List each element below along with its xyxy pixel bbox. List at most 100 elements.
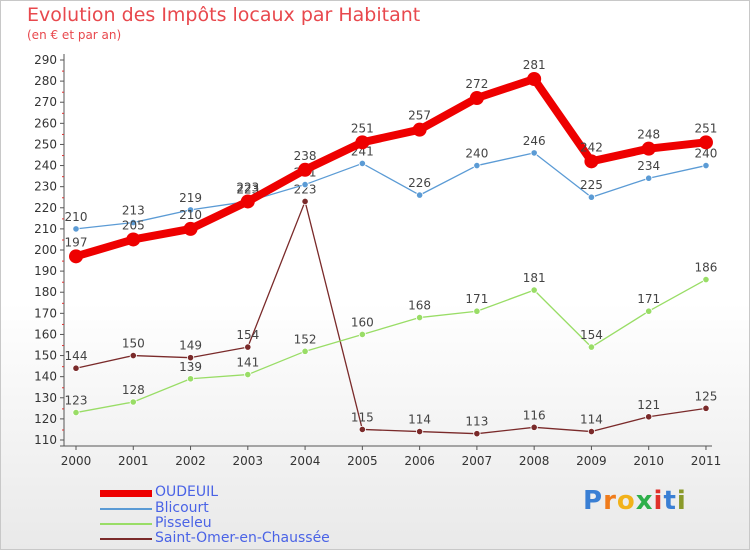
- data-label: 225: [580, 178, 603, 192]
- y-tick-label: 290: [34, 53, 57, 67]
- y-tick-label: 230: [34, 180, 57, 194]
- data-label: 251: [695, 121, 718, 135]
- series-line-pisseleu: [75, 278, 707, 414]
- data-point: [702, 404, 710, 412]
- data-point: [645, 307, 653, 315]
- data-label: 246: [523, 134, 546, 148]
- data-label: 113: [465, 415, 488, 429]
- y-tick-label: 110: [34, 433, 57, 447]
- y-tick-label: 130: [34, 391, 57, 405]
- legend-swatch-pisseleu: [100, 523, 152, 525]
- data-label: 154: [580, 328, 603, 342]
- data-point: [358, 425, 366, 434]
- data-label: 114: [580, 413, 603, 427]
- data-point: [301, 197, 309, 206]
- y-tick-label: 270: [34, 95, 57, 109]
- series-line-saint-omer-en-chauss-e: [75, 200, 707, 435]
- chart-title: Evolution des Impôts locaux par Habitant: [27, 4, 421, 26]
- y-tick-label: 150: [34, 349, 57, 363]
- data-point: [358, 159, 366, 168]
- x-tick-label: 2010: [633, 454, 664, 468]
- data-point: [702, 275, 710, 284]
- data-label: 115: [351, 410, 374, 424]
- legend-label-pisseleu: Pisseleu: [155, 515, 212, 531]
- series-line-oudeuil: [74, 75, 707, 261]
- logo-letter: x: [635, 486, 654, 516]
- logo-letter: i: [653, 486, 664, 516]
- data-point: [301, 347, 309, 355]
- data-label: 248: [637, 128, 660, 142]
- data-point: [473, 161, 481, 170]
- data-label: 205: [122, 218, 145, 232]
- y-tick-label: 170: [34, 306, 57, 320]
- data-point: [72, 225, 80, 233]
- data-point: [72, 408, 80, 417]
- data-point: [587, 193, 596, 201]
- y-tick-label: 240: [34, 159, 57, 173]
- data-label: 238: [294, 149, 317, 163]
- data-label: 154: [236, 328, 259, 342]
- y-tick-label: 280: [34, 74, 57, 88]
- data-point: [129, 398, 137, 406]
- x-tick-label: 2000: [61, 454, 92, 468]
- data-label: 234: [637, 159, 660, 173]
- data-label: 181: [523, 271, 546, 285]
- logo-letter: t: [663, 486, 677, 516]
- y-tick-label: 160: [34, 327, 57, 341]
- data-point: [412, 122, 427, 137]
- data-point: [298, 162, 313, 177]
- x-tick-label: 2007: [462, 454, 493, 468]
- x-tick-label: 2004: [290, 454, 321, 468]
- data-point: [355, 135, 370, 150]
- data-point: [186, 375, 195, 383]
- legend-label-blicourt: Blicourt: [155, 500, 209, 516]
- series-line-blicourt: [75, 152, 707, 230]
- x-tick-label: 2008: [519, 454, 550, 468]
- data-label: 171: [637, 292, 660, 306]
- y-tick-label: 210: [34, 222, 57, 236]
- data-point: [72, 364, 80, 372]
- data-label: 121: [637, 398, 660, 412]
- legend-swatch-blicourt: [100, 508, 152, 510]
- x-tick-label: 2003: [233, 454, 264, 468]
- data-label: 150: [122, 337, 145, 351]
- x-tick-label: 2006: [404, 454, 435, 468]
- data-label: 149: [179, 339, 202, 353]
- x-tick-label: 2005: [347, 454, 378, 468]
- data-point: [129, 218, 137, 227]
- data-point: [126, 232, 141, 247]
- data-label: 152: [294, 332, 317, 346]
- data-point: [698, 135, 713, 150]
- data-point: [358, 330, 366, 339]
- legend-label-oudeuil: OUDEUIL: [155, 484, 219, 500]
- data-label: 116: [523, 408, 546, 422]
- data-point: [416, 191, 424, 199]
- data-point: [587, 427, 596, 436]
- data-label: 128: [122, 383, 145, 397]
- y-tick-label: 140: [34, 370, 57, 384]
- data-point: [183, 221, 198, 236]
- data-point: [186, 354, 195, 362]
- data-point: [530, 423, 538, 431]
- data-label: 240: [465, 147, 488, 161]
- data-point: [240, 194, 255, 209]
- data-label: 257: [408, 109, 431, 123]
- data-point: [473, 430, 481, 438]
- logo-letter: i: [676, 486, 687, 516]
- data-point: [416, 313, 424, 322]
- proxiti-logo: Proxiti: [583, 486, 687, 516]
- data-point: [527, 72, 542, 86]
- y-tick-label: 190: [34, 264, 57, 278]
- data-point: [530, 149, 538, 157]
- data-point: [69, 249, 83, 264]
- logo-letter: o: [616, 486, 636, 516]
- data-point: [469, 91, 484, 105]
- data-label: 114: [408, 413, 431, 427]
- data-label: 272: [465, 77, 488, 91]
- data-point: [301, 180, 309, 189]
- legend-swatch-oudeuil: [100, 490, 152, 497]
- data-label: 240: [695, 147, 718, 161]
- data-label: 281: [523, 58, 546, 72]
- data-point: [587, 343, 596, 351]
